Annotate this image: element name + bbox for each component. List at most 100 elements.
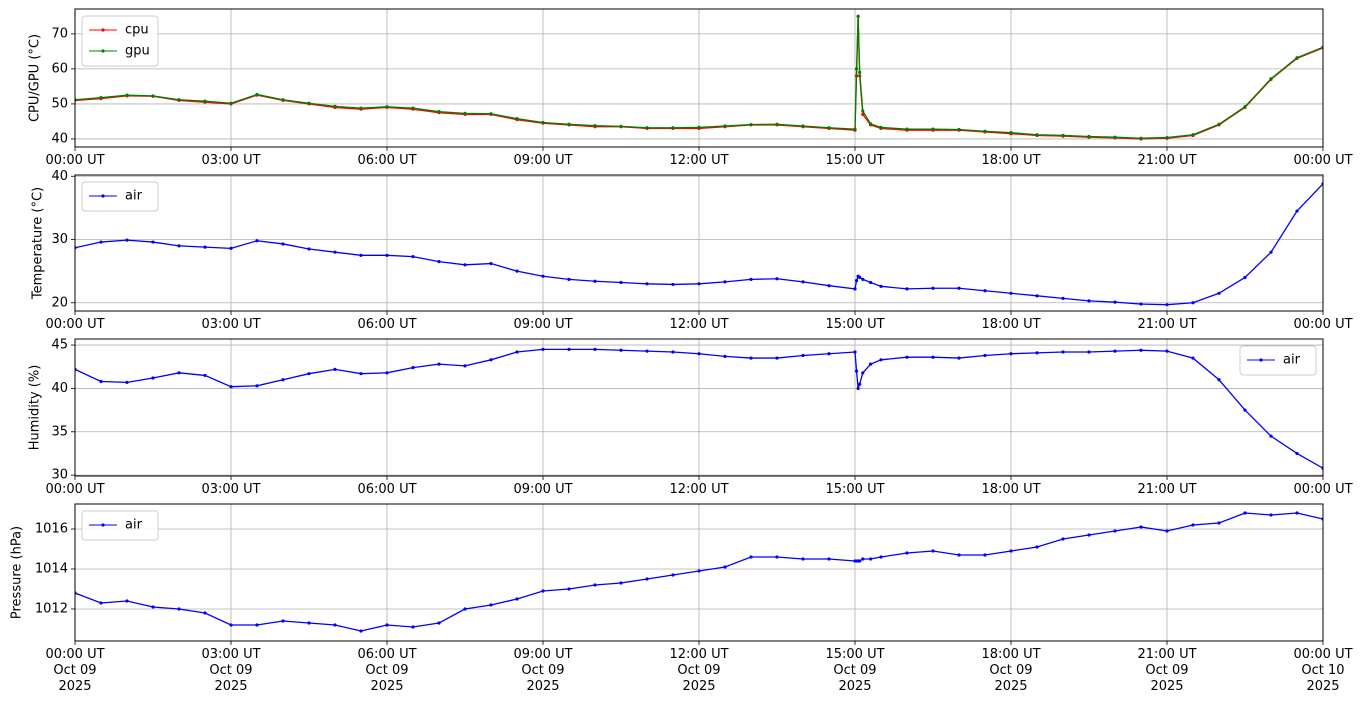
x-tick-label: 15:00 UT (825, 153, 885, 168)
data-point (281, 619, 285, 623)
data-point (1113, 349, 1117, 353)
data-point (359, 106, 363, 110)
data-point (697, 569, 701, 573)
data-point (1139, 525, 1143, 529)
data-point (869, 557, 873, 561)
data-point (957, 286, 961, 290)
data-point (854, 369, 859, 373)
data-point (385, 253, 389, 257)
plot-frame (74, 338, 1324, 477)
data-point (411, 106, 415, 110)
series-line (75, 16, 1323, 139)
data-point (1243, 511, 1247, 515)
data-point (1269, 434, 1273, 438)
data-point (411, 366, 415, 370)
data-point (1061, 537, 1065, 541)
data-point (593, 124, 597, 128)
data-point (905, 287, 909, 291)
data-point (1217, 291, 1221, 295)
data-point (515, 350, 519, 354)
y-tick-label: 1016 (35, 522, 68, 537)
data-point (411, 255, 415, 259)
data-point (697, 125, 701, 129)
x-tick-label: 18:00 UT (981, 317, 1041, 332)
data-point (1269, 77, 1273, 81)
data-point (359, 253, 363, 257)
legend-box (81, 15, 159, 67)
data-point (749, 356, 753, 360)
legend-marker (101, 194, 105, 198)
data-point (723, 280, 727, 284)
data-point (1009, 352, 1013, 356)
data-point (333, 623, 337, 627)
data-point (869, 122, 873, 126)
legend-label: gpu (125, 44, 150, 59)
data-point (541, 120, 545, 125)
data-point (99, 240, 103, 244)
data-point (489, 261, 493, 266)
data-point (385, 623, 389, 627)
y-tick-label: 45 (51, 338, 68, 353)
data-point (1061, 133, 1065, 138)
x-tick-label: 00:00 UT (45, 482, 105, 497)
data-point (957, 127, 961, 132)
x-tick-label: 00:00 UT (1293, 153, 1353, 168)
x-tick-label: 15:00 UT Oct 09 2025 (825, 647, 885, 694)
data-point (125, 238, 129, 242)
data-point (1139, 136, 1143, 140)
data-point (1243, 275, 1247, 280)
y-tick-label: 1012 (35, 602, 68, 617)
x-tick-label: 18:00 UT (981, 482, 1041, 497)
y-tick-label: 30 (51, 232, 68, 247)
x-tick-label: 09:00 UT (513, 317, 573, 332)
y-tick-label: 50 (51, 96, 68, 111)
plot-frame (74, 174, 1324, 312)
data-point (827, 126, 831, 130)
data-point (177, 244, 181, 248)
data-point (1217, 122, 1221, 126)
data-point (1295, 209, 1299, 213)
data-point (931, 549, 935, 553)
y-tick-label: 40 (51, 381, 68, 396)
x-tick-label: 03:00 UT (201, 153, 261, 168)
data-point (854, 67, 859, 71)
data-point (489, 112, 493, 116)
data-point (801, 353, 805, 358)
data-point (775, 356, 779, 360)
data-point (151, 605, 155, 609)
x-tick-label: 09:00 UT Oct 09 2025 (513, 647, 573, 694)
data-point (1009, 131, 1013, 135)
data-point (931, 127, 935, 131)
data-point (801, 124, 805, 128)
data-point (203, 245, 207, 249)
y-tick-label: 20 (51, 295, 68, 310)
y-axis-label: CPU/GPU (°C) (28, 34, 43, 122)
data-point (203, 611, 207, 615)
data-point (1191, 523, 1195, 527)
data-point (385, 105, 389, 109)
data-point (858, 70, 862, 74)
data-point (99, 379, 103, 384)
data-point (125, 380, 129, 384)
y-tick-label: 40 (51, 169, 68, 184)
data-point (775, 555, 779, 559)
y-tick-label: 70 (51, 26, 68, 41)
x-tick-label: 12:00 UT (669, 317, 729, 332)
data-point (437, 260, 441, 264)
series-line (75, 348, 1323, 469)
data-point (567, 587, 571, 591)
x-tick-label: 03:00 UT (201, 482, 261, 497)
data-point (1165, 135, 1169, 140)
data-point (1061, 296, 1065, 300)
data-point (723, 354, 727, 358)
data-point (905, 127, 909, 131)
data-point (697, 352, 701, 356)
data-point (1087, 134, 1091, 139)
data-point (1269, 513, 1273, 517)
data-point (879, 284, 883, 288)
data-point (1061, 350, 1065, 354)
data-point (593, 279, 597, 283)
data-point (255, 623, 259, 627)
data-point (1035, 133, 1039, 137)
